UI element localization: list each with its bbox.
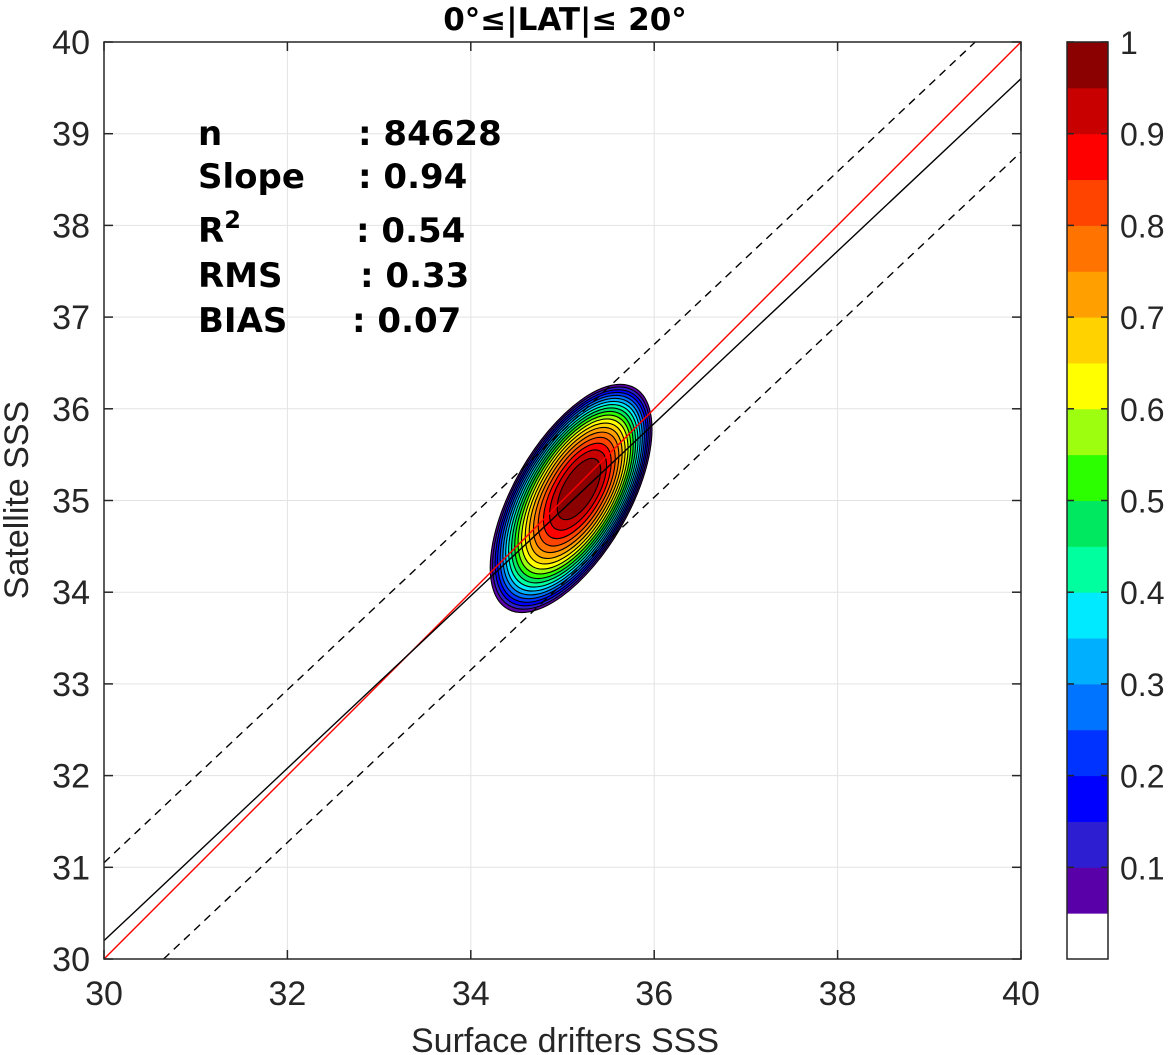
density-contours <box>489 383 653 614</box>
x-axis-label: Surface drifters SSS <box>411 1022 719 1055</box>
y-tick-label: 36 <box>52 391 90 429</box>
colorbar-segment <box>1067 546 1108 593</box>
colorbar-segment <box>1067 683 1108 731</box>
stat-label: R2 <box>198 206 241 251</box>
colorbar-segment <box>1067 500 1108 547</box>
stats-annotation: n : 84628 Slope : 0.94 R2 : 0.54 RMS : 0.33 BIAS… <box>198 114 502 341</box>
stat-label: BIAS <box>198 301 287 341</box>
colorbar-tick-label: 0.4 <box>1120 575 1164 611</box>
colorbar-segment <box>1067 729 1108 777</box>
chart-title: 0°≤|LAT|≤ 20° <box>443 2 687 38</box>
stat-value: : 0.54 <box>356 211 465 251</box>
x-tick-label: 38 <box>819 975 857 1013</box>
colorbar-segment <box>1067 638 1108 685</box>
reference-lines <box>103 41 1022 960</box>
y-tick-label: 39 <box>52 116 90 154</box>
colorbar-segment <box>1067 592 1108 639</box>
y-tick-label: 38 <box>52 207 90 245</box>
colorbar-segment <box>1067 179 1108 226</box>
axis-ticks: 30 32 34 36 38 40 30 31 32 33 34 35 36 37 38 39 40 <box>52 24 1040 1013</box>
regression-line <box>103 78 1022 942</box>
colorbar-segment <box>1067 317 1108 364</box>
stat-value: : 0.94 <box>358 157 467 197</box>
colorbar-segment <box>1067 133 1108 181</box>
stat-value: : 0.33 <box>360 256 469 296</box>
stat-value: : 0.07 <box>352 301 461 341</box>
y-axis-label: Satellite SSS <box>0 401 36 599</box>
colorbar-tick-label: 0.9 <box>1120 117 1164 153</box>
x-tick-label: 36 <box>635 975 673 1013</box>
colorbar-tick-label: 1 <box>1120 25 1138 61</box>
colorbar-segment <box>1067 913 1108 960</box>
colorbar-segment <box>1067 867 1108 914</box>
one-to-one-line <box>103 41 1022 960</box>
colorbar-segment <box>1067 362 1108 410</box>
colorbar-tick-label: 0.8 <box>1120 208 1164 244</box>
colorbar: 0.1 0.2 0.3 0.4 0.5 0.6 0.7 0.8 0.9 1 <box>1066 25 1164 960</box>
colorbar-segment <box>1067 408 1108 456</box>
upper-bound-line <box>103 41 976 864</box>
colorbar-segment <box>1067 775 1108 822</box>
stat-label: RMS <box>198 256 283 296</box>
y-tick-label: 34 <box>52 574 90 612</box>
stat-label: n <box>198 114 222 154</box>
colorbar-segment <box>1067 271 1108 318</box>
y-tick-label: 40 <box>52 24 90 62</box>
colorbar-segment <box>1067 42 1108 89</box>
colorbar-tick-label: 0.3 <box>1120 667 1164 703</box>
x-tick-label: 40 <box>1002 975 1040 1013</box>
y-tick-label: 32 <box>52 758 90 796</box>
lower-bound-line <box>163 151 1022 960</box>
colorbar-tick-label: 0.5 <box>1120 484 1164 520</box>
colorbar-segment <box>1067 454 1108 501</box>
colorbar-tick-label: 0.6 <box>1120 392 1164 428</box>
y-tick-label: 31 <box>52 849 90 887</box>
y-tick-label: 33 <box>52 666 90 704</box>
colorbar-tick-label: 0.7 <box>1120 300 1164 336</box>
colorbar-segment <box>1067 87 1108 135</box>
y-tick-label: 37 <box>52 299 90 337</box>
stat-value: : 84628 <box>358 114 502 154</box>
x-tick-label: 30 <box>85 975 123 1013</box>
x-tick-label: 32 <box>268 975 306 1013</box>
y-tick-label: 35 <box>52 483 90 521</box>
colorbar-segment <box>1067 821 1108 868</box>
x-tick-label: 34 <box>452 975 490 1013</box>
colorbar-segment <box>1067 225 1108 272</box>
stat-label: Slope <box>198 157 305 197</box>
colorbar-tick-label: 0.1 <box>1120 850 1164 886</box>
y-tick-label: 30 <box>52 941 90 979</box>
colorbar-tick-label: 0.2 <box>1120 759 1164 795</box>
